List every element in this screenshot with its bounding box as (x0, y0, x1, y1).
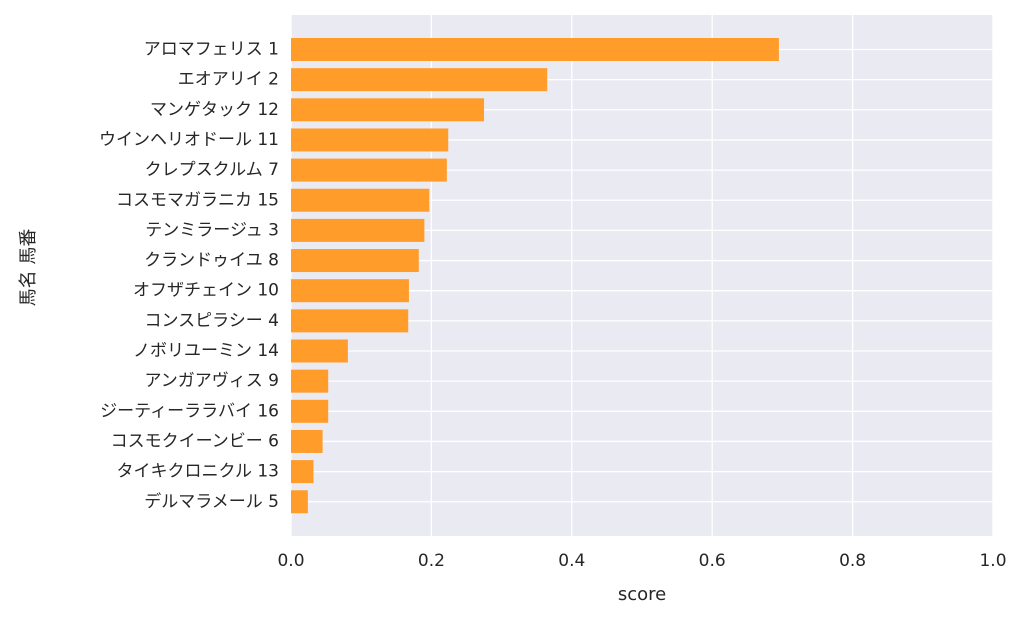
bar (291, 309, 409, 333)
y-tick-label: ジーティーララバイ 16 (100, 401, 279, 421)
y-tick-label: タイキクロニクル 13 (116, 462, 279, 482)
y-tick-label: オフザチェイン 10 (133, 281, 279, 301)
y-tick-label: コンスピラシー 4 (144, 311, 279, 331)
y-tick-label: エオアリイ 2 (178, 70, 279, 90)
bar (291, 68, 548, 92)
y-tick-labels: アロマフェリス 1 エオアリイ 2 マンゲタック 12 ウインヘリオドール 11 クレプ… (99, 40, 279, 512)
bar (291, 339, 348, 363)
y-tick-label: マンゲタック 12 (150, 100, 279, 120)
y-tick-label: コスモクイーンビー 6 (111, 431, 279, 451)
y-tick-label: ウインヘリオドール 11 (99, 130, 279, 150)
bars (291, 38, 779, 514)
bar (291, 38, 779, 61)
bar (291, 490, 308, 514)
x-tick-label: 0.8 (839, 551, 866, 571)
y-tick-label: ノボリユーミン 14 (133, 341, 279, 361)
x-tick-label: 1.0 (979, 551, 1006, 571)
x-tick-label: 0.0 (277, 551, 304, 571)
bar (291, 279, 409, 303)
x-tick-label: 0.6 (699, 551, 726, 571)
y-tick-label: クレプスクルム 7 (145, 160, 279, 180)
x-tick-label: 0.2 (418, 551, 445, 571)
bar (291, 128, 449, 152)
bar (291, 460, 314, 484)
bar (291, 249, 419, 273)
bar (291, 188, 430, 212)
bar (291, 98, 485, 122)
y-axis-label: 馬名 馬番 (18, 229, 39, 307)
x-tick-label: 0.4 (558, 551, 585, 571)
x-axis-label: score (618, 584, 666, 605)
y-tick-label: アンガアヴィス 9 (144, 371, 279, 391)
y-tick-label: デルマラメール 5 (144, 491, 279, 512)
x-tick-labels: 0.0 0.2 0.4 0.6 0.8 1.0 (277, 551, 1006, 571)
bar (291, 218, 425, 242)
y-tick-label: アロマフェリス 1 (144, 40, 279, 60)
bar (291, 369, 329, 393)
bar (291, 429, 323, 453)
bar (291, 158, 447, 182)
y-tick-label: クランドゥイユ 8 (144, 251, 279, 271)
bar (291, 399, 329, 423)
y-tick-label: コスモマガラニカ 15 (116, 190, 279, 210)
plot-background (291, 15, 993, 536)
y-tick-label: テンミラージュ 3 (145, 220, 279, 240)
